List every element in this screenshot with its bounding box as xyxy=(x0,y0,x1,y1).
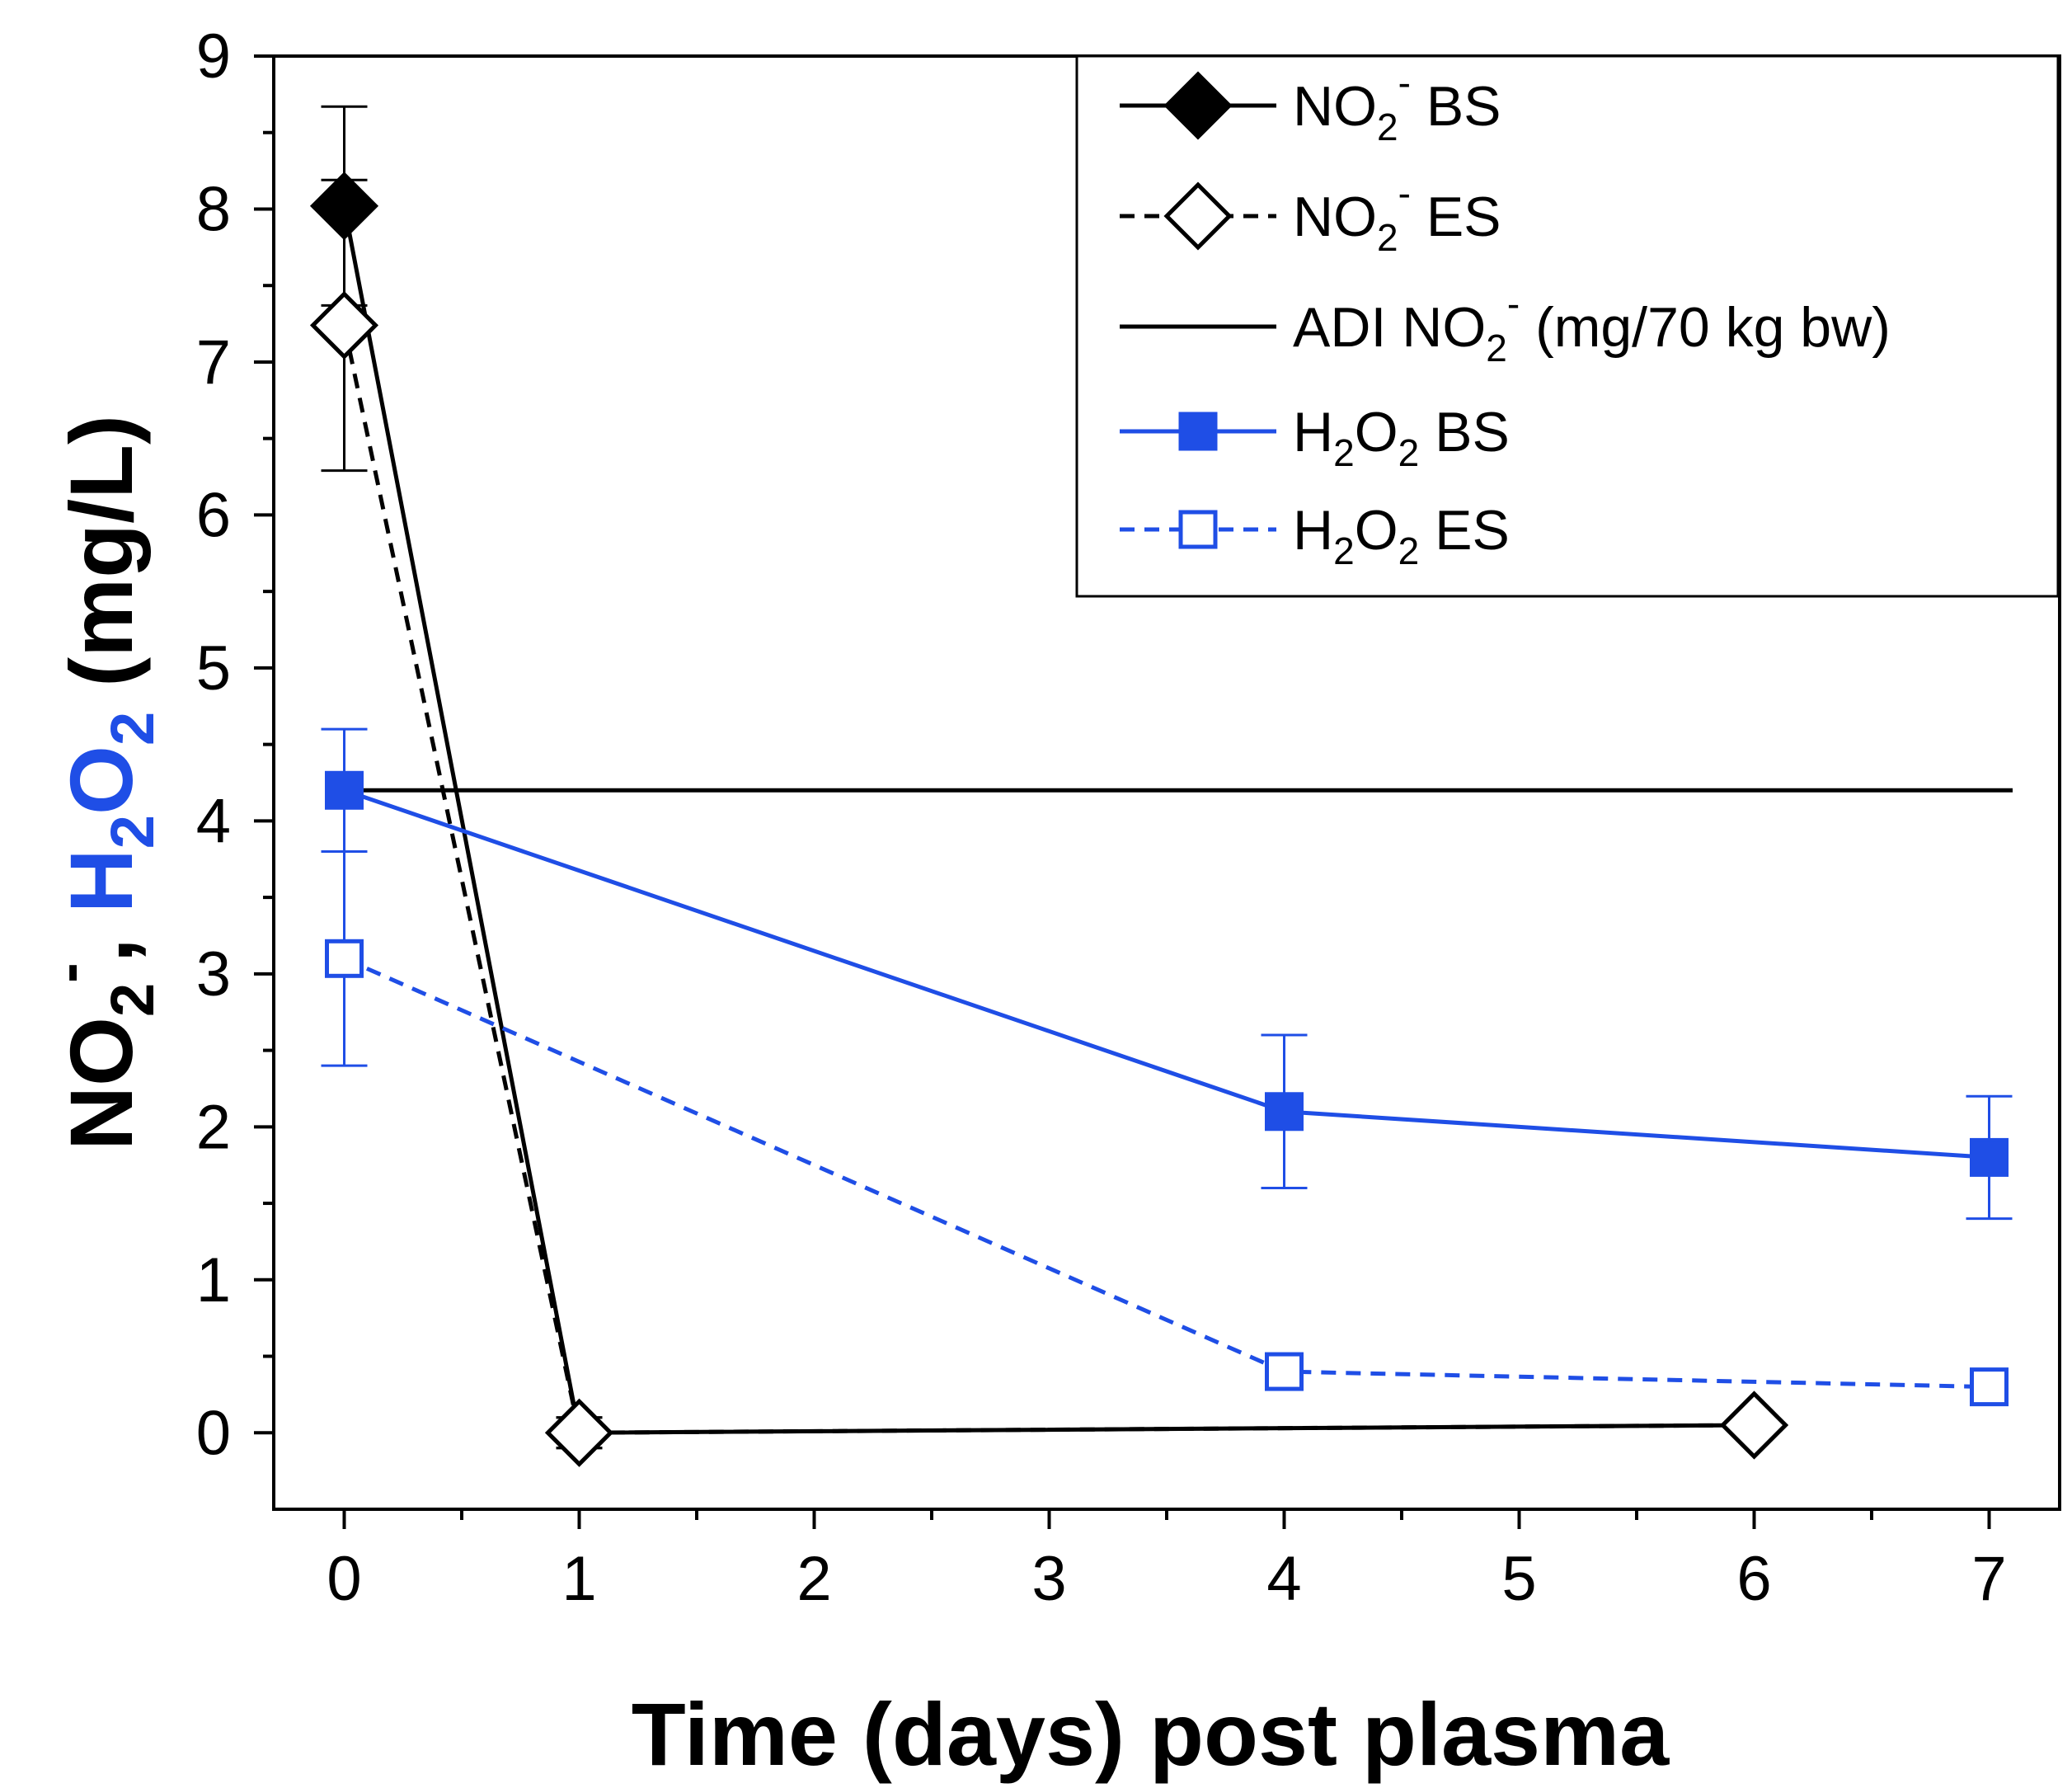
series-line xyxy=(342,324,1755,1435)
legend-label: ADI NO2- (mg/70 kg bw) xyxy=(1293,282,1891,369)
x-tick-label: 4 xyxy=(1266,1544,1301,1614)
legend-label: NO2- ES xyxy=(1293,172,1501,259)
y-tick-label: 7 xyxy=(196,327,231,398)
y-tick-label: 6 xyxy=(196,480,231,550)
y-tick-label: 0 xyxy=(196,1398,231,1468)
y-tick-label: 5 xyxy=(196,633,231,703)
legend-marker xyxy=(1178,510,1218,549)
data-point xyxy=(1265,1352,1304,1391)
x-tick-label: 1 xyxy=(561,1544,596,1614)
data-point xyxy=(325,770,364,810)
x-axis-title: Time (days) post plasma xyxy=(632,1684,1670,1784)
legend-label: H2O2 BS xyxy=(1293,401,1510,474)
data-point xyxy=(1265,1092,1304,1132)
y-axis-title: NO2-, H2O2 (mg/L) xyxy=(34,415,167,1150)
x-tick-label: 6 xyxy=(1736,1544,1771,1614)
x-tick-label: 3 xyxy=(1031,1544,1066,1614)
y-tick-label: 9 xyxy=(196,21,231,92)
series-1 xyxy=(309,178,1789,1467)
data-point xyxy=(325,939,364,978)
data-point xyxy=(1719,1390,1789,1460)
series-line xyxy=(343,788,1990,1160)
y-tick-label: 4 xyxy=(196,786,231,856)
x-tick-label: 2 xyxy=(796,1544,831,1614)
x-tick-label: 7 xyxy=(1971,1544,2006,1614)
y-tick-label: 3 xyxy=(196,939,231,1009)
series-4 xyxy=(321,849,2009,1407)
legend-marker xyxy=(1178,412,1218,451)
data-point xyxy=(1970,1367,2009,1407)
legend-label: H2O2 ES xyxy=(1293,499,1510,572)
data-point xyxy=(309,290,379,360)
legend-label: NO2- BS xyxy=(1293,61,1501,148)
data-point xyxy=(544,1398,614,1467)
y-tick-label: 1 xyxy=(196,1245,231,1315)
x-tick-label: 0 xyxy=(327,1544,361,1614)
y-tick-label: 2 xyxy=(196,1092,231,1162)
legend: NO2- BS NO2- ES ADI NO2- (mg/70 kg bw) H2O2… xyxy=(1075,54,2060,598)
x-tick-label: 5 xyxy=(1501,1544,1536,1614)
legend-marker xyxy=(1163,71,1233,140)
series-line xyxy=(343,957,1990,1390)
series-3 xyxy=(321,727,2013,1221)
data-point xyxy=(1970,1137,2009,1177)
legend-marker xyxy=(1163,181,1233,251)
y-tick-label: 8 xyxy=(196,174,231,244)
